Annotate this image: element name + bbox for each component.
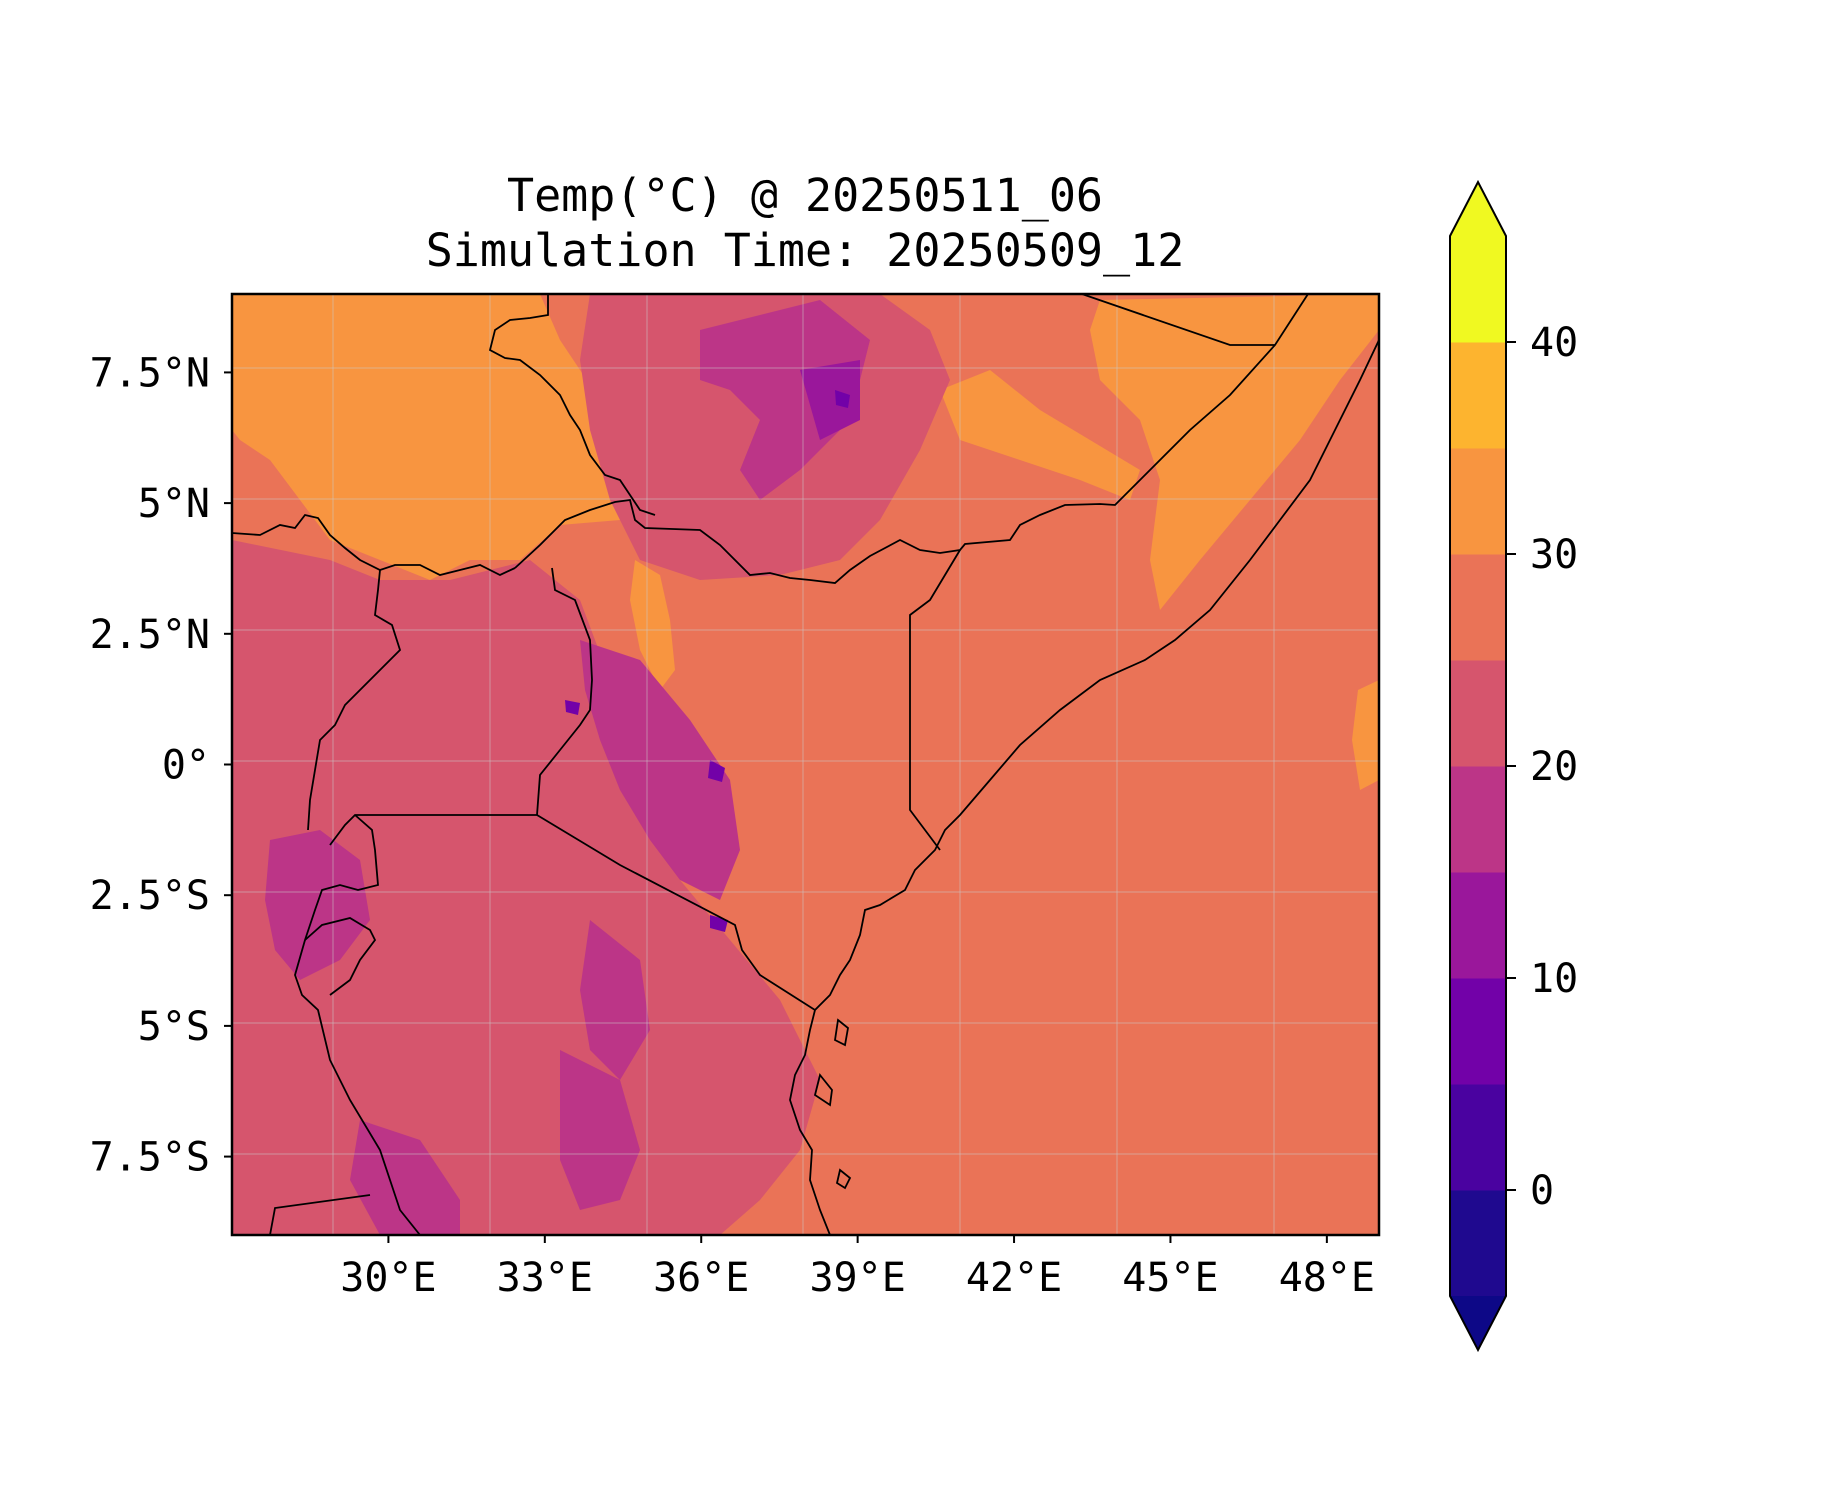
cold-region-ethiopia-core [800, 360, 860, 440]
colorbar-segment [1450, 978, 1506, 1085]
colorbar-tick-label: 20 [1530, 744, 1578, 790]
y-tick-label: 7.5°S [90, 1135, 210, 1181]
cold-region-south [350, 1120, 460, 1235]
x-tick-label: 33°E [497, 1255, 593, 1301]
cold-region-ethiopia [700, 300, 870, 500]
colorbar-tick-label: 30 [1530, 532, 1578, 578]
cool-region-west [232, 540, 820, 1235]
colorbar-segment [1450, 872, 1506, 979]
hot-region-south-sudan [232, 294, 640, 580]
colorbar-outline [1449, 179, 1507, 1353]
colorbar-segment [1450, 660, 1506, 767]
y-tick-label: 5°S [138, 1004, 210, 1050]
hot-region-lake-turkana [630, 560, 675, 690]
colorbar-segment [1450, 342, 1506, 449]
y-tick-label: 5°N [138, 481, 210, 527]
x-tick-label: 45°E [1122, 1255, 1218, 1301]
x-tick-label: 36°E [653, 1255, 749, 1301]
y-tick-label: 2.5°N [90, 612, 210, 658]
cold-region-rift [580, 920, 650, 1080]
y-tick-label: 7.5°N [90, 350, 210, 396]
colorbar-tick-label: 40 [1530, 320, 1578, 366]
colorbar-segment [1450, 1084, 1506, 1191]
map-title: Temp(°C) @ 20250511_06 [506, 169, 1104, 222]
y-axis-ticks: 7.5°N 5°N 2.5°N 0° 2.5°S 5°S 7.5°S [90, 350, 232, 1181]
colorbar-tick-label: 0 [1530, 1168, 1554, 1214]
temperature-field [232, 294, 1379, 1235]
x-tick-label: 30°E [340, 1255, 436, 1301]
hot-region-coast [1352, 680, 1379, 790]
y-tick-label: 0° [162, 743, 210, 789]
cold-region-kenya-highlands [580, 640, 740, 900]
colorbar-extend-max [1450, 182, 1506, 236]
cold-spot-elgon [565, 700, 580, 715]
colorbar-segment [1450, 1190, 1506, 1297]
x-tick-label: 39°E [809, 1255, 905, 1301]
country-borders [232, 294, 1379, 1235]
x-axis-ticks: 30°E 33°E 36°E 39°E 42°E 45°E 48°E [340, 1235, 1375, 1301]
y-tick-label: 2.5°S [90, 873, 210, 919]
x-tick-label: 48°E [1279, 1255, 1375, 1301]
map-subtitle: Simulation Time: 20250509_12 [425, 224, 1185, 277]
colorbar-segment [1450, 448, 1506, 555]
colorbar-tick-label: 10 [1530, 956, 1578, 1002]
colorbar-segment [1450, 554, 1506, 661]
cold-spot-ethiopia [835, 390, 850, 408]
cold-spot-mt-kenya [708, 760, 725, 782]
x-tick-label: 42°E [966, 1255, 1062, 1301]
colorbar-extend-min [1450, 1296, 1506, 1350]
gridlines [232, 294, 1379, 1235]
colorbar: 0 10 20 30 40 [1449, 179, 1578, 1353]
colorbar-segment [1450, 236, 1506, 343]
hot-region-somalia [1090, 294, 1379, 610]
colorbar-segment [1450, 766, 1506, 873]
hot-region-ogaden [940, 370, 1140, 500]
cold-region-tanzania [560, 1050, 640, 1210]
